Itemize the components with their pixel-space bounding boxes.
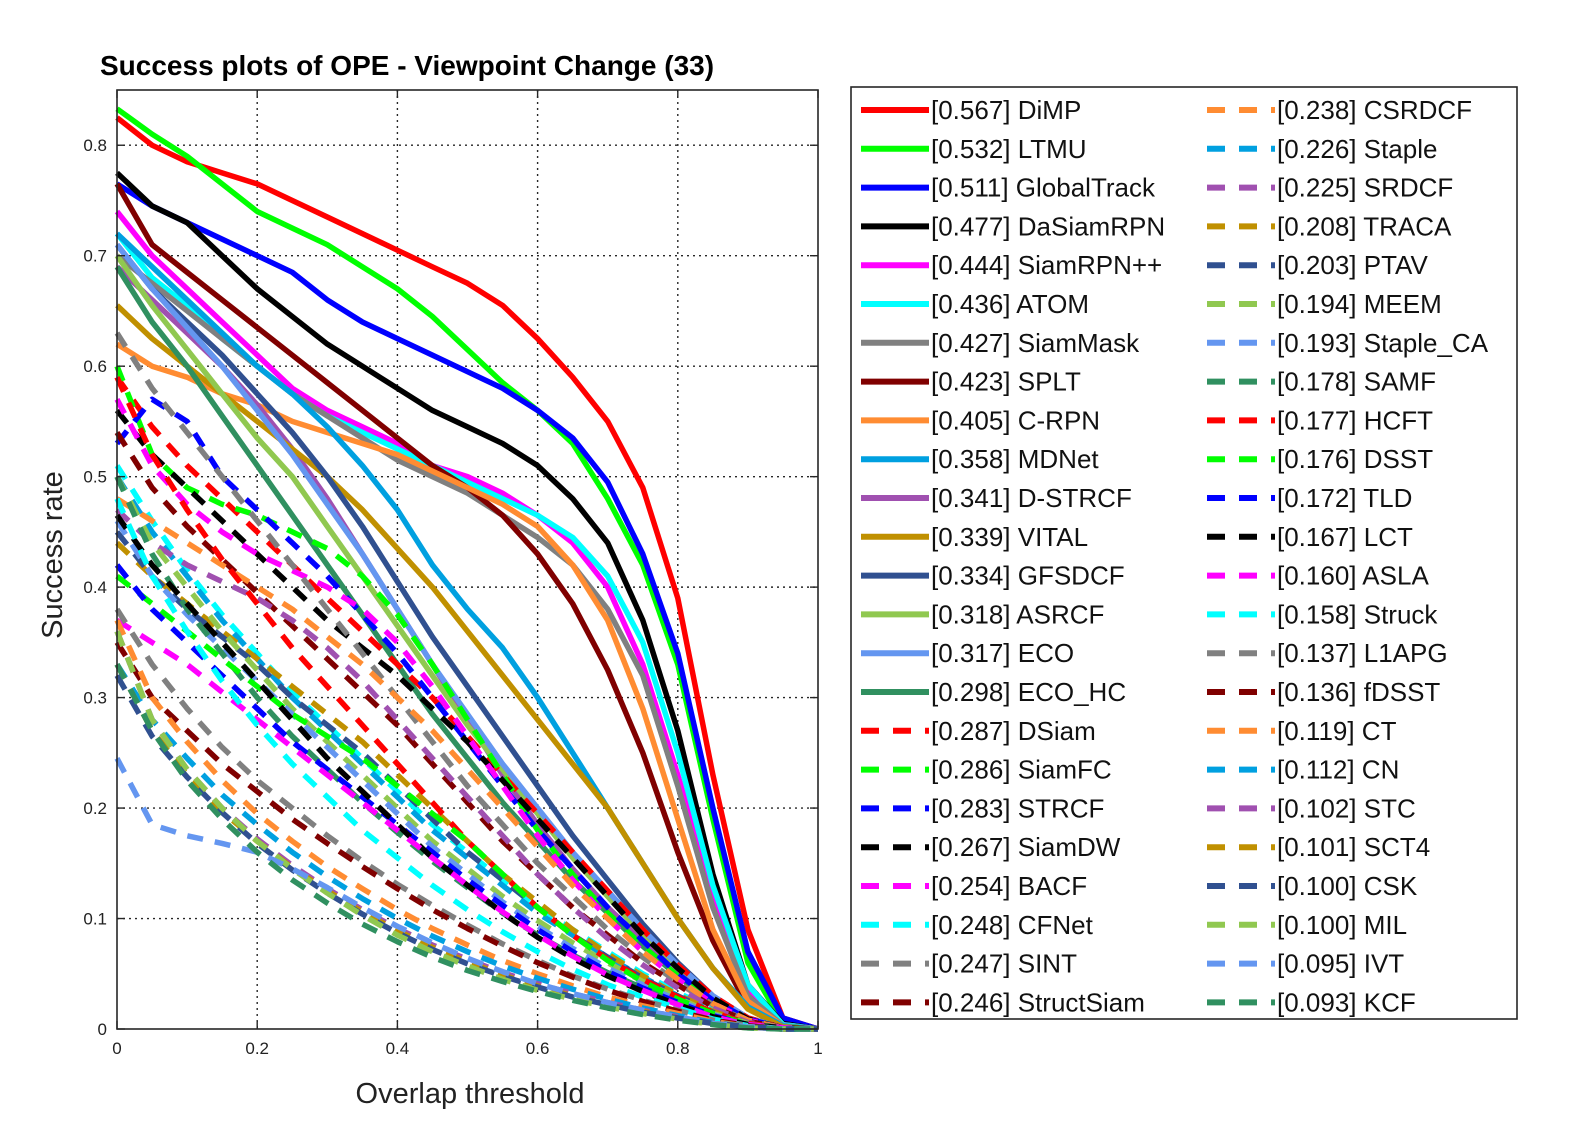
legend-label-10: [0.341] D-STRCF	[931, 483, 1132, 513]
legend-label-14: [0.317] ECO	[931, 638, 1074, 668]
legend-label-2: [0.511] GlobalTrack	[931, 173, 1156, 203]
legend-label-5: [0.436] ATOM	[931, 289, 1089, 319]
legend-label-38: [0.137] L1APG	[1277, 638, 1448, 668]
plot-frame	[116, 89, 819, 1030]
legend-frame	[850, 86, 1518, 1020]
legend-label-3: [0.477] DaSiamRPN	[931, 211, 1165, 241]
legend-label-22: [0.247] SINT	[931, 949, 1077, 979]
series-line-36	[115, 617, 819, 1032]
y-tick-label: 0.1	[83, 910, 107, 929]
legend-label-40: [0.119] CT	[1277, 716, 1397, 746]
legend-label-28: [0.203] PTAV	[1277, 250, 1428, 280]
y-tick-label: 0.4	[83, 578, 107, 597]
legend-label-44: [0.100] CSK	[1277, 871, 1418, 901]
legend-label-23: [0.246] StructSiam	[931, 987, 1145, 1017]
legend-label-20: [0.254] BACF	[931, 871, 1087, 901]
series-line-2	[115, 181, 819, 1032]
series-line-35	[114, 513, 819, 1032]
y-tick-label: 0.5	[83, 468, 107, 487]
legend-label-30: [0.193] Staple_CA	[1277, 328, 1489, 358]
legend-label-24: [0.238] CSRDCF	[1277, 95, 1472, 125]
legend-label-8: [0.405] C-RPN	[931, 405, 1100, 435]
series-line-21	[114, 464, 819, 1032]
x-tick-label: 0	[112, 1039, 121, 1058]
legend-label-37: [0.158] Struck	[1277, 599, 1438, 629]
legend-label-43: [0.101] SCT4	[1277, 832, 1430, 862]
legend-label-33: [0.176] DSST	[1277, 444, 1433, 474]
y-tick-label: 0.8	[83, 136, 107, 155]
y-tick-label: 0.3	[83, 689, 107, 708]
legend-label-4: [0.444] SiamRPN++	[931, 250, 1162, 280]
y-tick-label: 0.6	[83, 357, 107, 376]
series-line-11	[115, 303, 819, 1032]
plot-area: 0 0.2 0.4 0.6 0.8 1 0 0.1 0.2 0.3 0.4 0.5 0.6 0.7 0.8	[83, 89, 823, 1058]
legend-label-36: [0.160] ASLA	[1277, 561, 1429, 591]
legend-label-25: [0.226] Staple	[1277, 134, 1437, 164]
legend-label-35: [0.167] LCT	[1277, 522, 1413, 552]
legend-label-31: [0.178] SAMF	[1277, 367, 1436, 397]
legend-label-39: [0.136] fDSST	[1277, 677, 1440, 707]
series-line-24	[115, 496, 819, 1032]
x-tick-label: 0.2	[245, 1039, 269, 1058]
series-line-45	[114, 630, 818, 1032]
chart-title: Success plots of OPE - Viewpoint Change …	[100, 50, 714, 81]
legend-label-13: [0.318] ASRCF	[931, 599, 1104, 629]
series-line-26	[115, 507, 819, 1032]
x-tick-label: 0.4	[386, 1039, 410, 1058]
legend: [0.567] DiMP [0.532] LTMU [0.511] GlobalTr…	[850, 86, 1518, 1020]
legend-label-47: [0.093] KCF	[1277, 987, 1416, 1017]
legend-label-7: [0.423] SPLT	[931, 367, 1081, 397]
legend-label-32: [0.177] HCFT	[1277, 405, 1433, 435]
y-tick-label: 0	[98, 1020, 107, 1039]
legend-label-11: [0.339] VITAL	[931, 522, 1088, 552]
legend-label-46: [0.095] IVT	[1277, 949, 1404, 979]
series-group	[114, 106, 819, 1032]
legend-label-42: [0.102] STC	[1277, 793, 1416, 823]
x-axis-label: Overlap threshold	[356, 1078, 585, 1110]
y-tick-label: 0.7	[83, 247, 107, 266]
y-tick-label: 0.2	[83, 799, 107, 818]
series-line-29	[114, 475, 819, 1032]
legend-label-17: [0.286] SiamFC	[931, 755, 1112, 785]
legend-label-16: [0.287] DSiam	[931, 716, 1096, 746]
x-tick-label: 1	[813, 1039, 822, 1058]
legend-label-45: [0.100] MIL	[1277, 910, 1407, 940]
legend-label-19: [0.267] SiamDW	[931, 832, 1121, 862]
series-line-0	[115, 115, 819, 1032]
series-line-19	[114, 408, 819, 1032]
legend-label-0: [0.567] DiMP	[931, 95, 1081, 125]
series-line-8	[115, 341, 819, 1032]
legend-label-27: [0.208] TRACA	[1277, 211, 1452, 241]
series-line-3	[115, 170, 819, 1032]
y-axis-label: Success rate	[37, 471, 69, 639]
legend-label-34: [0.172] TLD	[1277, 483, 1412, 513]
x-tick-label: 0.6	[526, 1039, 550, 1058]
legend-label-26: [0.225] SRDCF	[1277, 173, 1453, 203]
legend-label-18: [0.283] STRCF	[931, 793, 1104, 823]
series-line-4	[114, 209, 819, 1032]
legend-label-29: [0.194] MEEM	[1277, 289, 1442, 319]
legend-label-1: [0.532] LTMU	[931, 134, 1087, 164]
legend-label-6: [0.427] SiamMask	[931, 328, 1140, 358]
series-line-37	[114, 497, 818, 1032]
series-line-22	[114, 331, 819, 1032]
x-tick-label: 0.8	[666, 1039, 690, 1058]
legend-label-9: [0.358] MDNet	[931, 444, 1099, 474]
legend-label-21: [0.248] CFNet	[931, 910, 1094, 940]
legend-label-15: [0.298] ECO_HC	[931, 677, 1126, 707]
legend-label-41: [0.112] CN	[1277, 755, 1399, 785]
series-line-47	[114, 663, 818, 1032]
legend-label-12: [0.334] GFSDCF	[931, 561, 1125, 591]
